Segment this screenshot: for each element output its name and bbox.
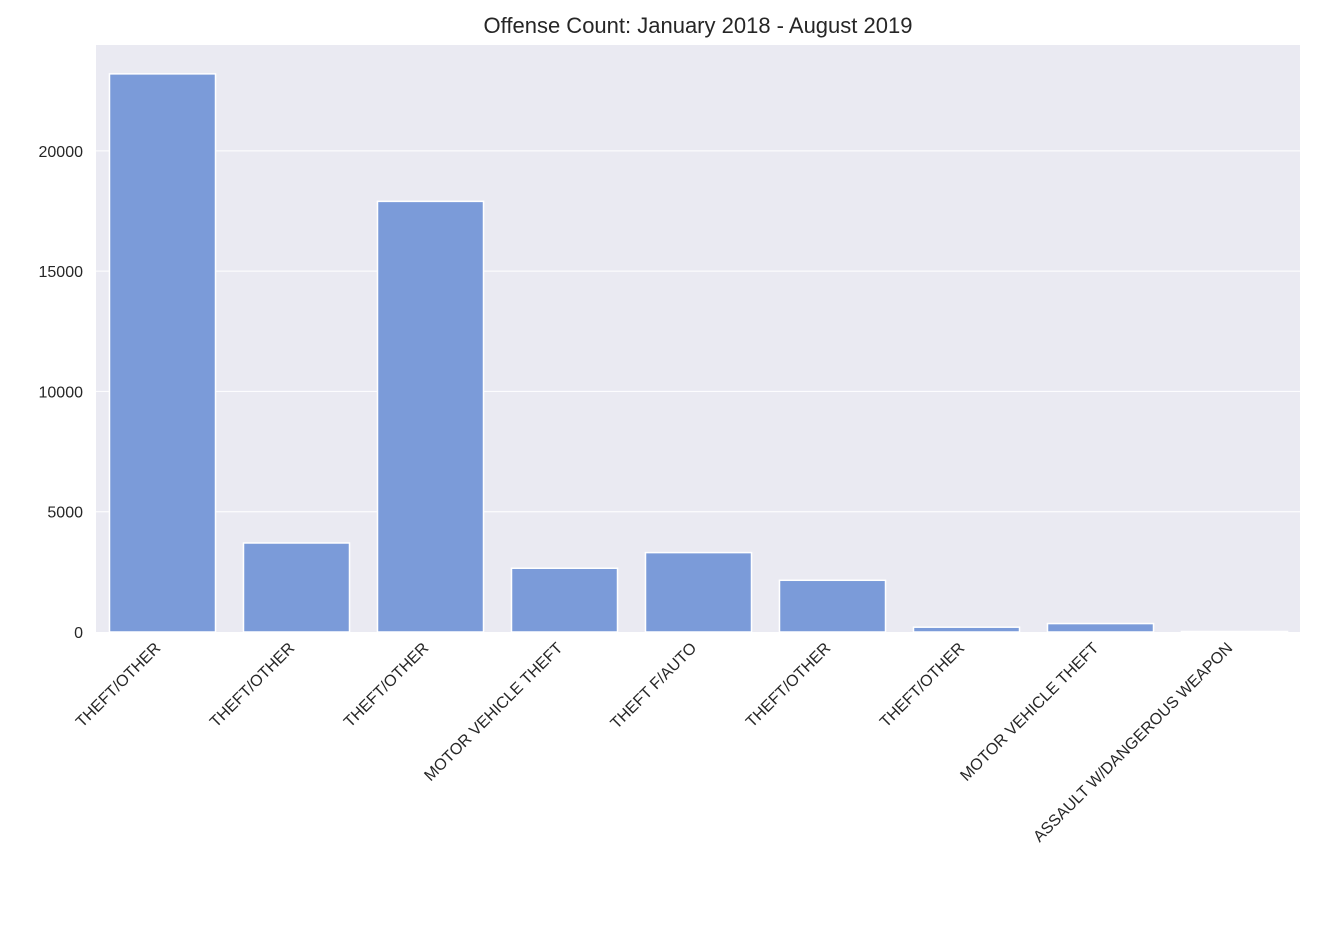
x-tick-label: THEFT/OTHER — [341, 640, 432, 731]
bar — [376, 200, 485, 633]
x-tick-label: THEFT F/AUTO — [608, 640, 701, 733]
gridlines — [96, 150, 1300, 513]
bar — [644, 551, 753, 633]
bar — [912, 626, 1021, 633]
bar — [1046, 622, 1155, 633]
y-tick-label: 5000 — [47, 505, 83, 522]
bar — [108, 73, 217, 633]
y-tick-label: 0 — [74, 625, 83, 642]
y-axis-ticks: 0 5000 10000 15000 20000 — [39, 144, 84, 642]
bar — [778, 579, 887, 633]
bar — [510, 567, 619, 633]
y-tick-label: 20000 — [39, 144, 84, 161]
chart-title: Offense Count: January 2018 - August 201… — [484, 13, 913, 38]
bars — [108, 73, 1289, 633]
y-tick-label: 10000 — [39, 384, 84, 401]
x-tick-label: MOTOR VEHICLE THEFT — [421, 640, 566, 785]
plot-area — [96, 45, 1300, 632]
x-tick-label: THEFT/OTHER — [877, 640, 968, 731]
x-tick-label: THEFT/OTHER — [207, 640, 298, 731]
y-tick-label: 15000 — [39, 264, 84, 281]
x-tick-label: THEFT/OTHER — [73, 640, 164, 731]
x-tick-label: THEFT/OTHER — [743, 640, 834, 731]
bar — [242, 542, 351, 633]
x-tick-label: MOTOR VEHICLE THEFT — [957, 640, 1102, 785]
